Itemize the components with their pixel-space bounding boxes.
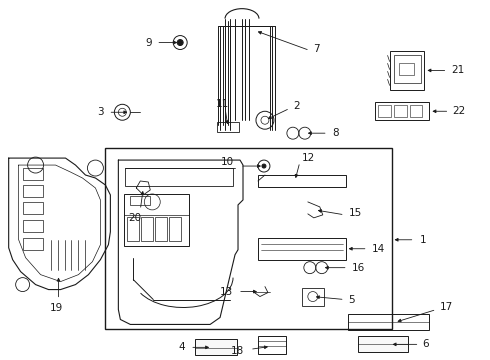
- Bar: [23, 185, 43, 197]
- Text: 5: 5: [348, 294, 354, 305]
- Bar: [124, 194, 189, 246]
- Bar: [130, 196, 150, 205]
- Bar: [23, 168, 43, 180]
- Bar: [378, 105, 391, 117]
- Text: 21: 21: [451, 66, 465, 76]
- Text: 19: 19: [50, 302, 63, 312]
- Text: 17: 17: [440, 302, 453, 311]
- Bar: [127, 217, 139, 241]
- Text: 10: 10: [221, 157, 234, 167]
- Text: 15: 15: [349, 208, 362, 218]
- Bar: [141, 217, 153, 241]
- Bar: [398, 63, 414, 75]
- Text: 1: 1: [419, 235, 426, 245]
- Text: 18: 18: [231, 346, 244, 356]
- Bar: [410, 105, 422, 117]
- Text: 4: 4: [178, 342, 185, 352]
- Text: 2: 2: [293, 101, 299, 111]
- Text: 12: 12: [302, 153, 315, 163]
- Bar: [258, 336, 286, 354]
- Bar: [258, 238, 346, 260]
- Bar: [302, 288, 324, 306]
- Circle shape: [262, 164, 266, 168]
- Text: 8: 8: [332, 128, 339, 138]
- Text: 22: 22: [452, 106, 466, 116]
- Bar: [393, 55, 420, 84]
- Bar: [23, 220, 43, 232]
- Circle shape: [177, 40, 183, 45]
- Bar: [258, 175, 346, 187]
- Text: 6: 6: [422, 339, 429, 349]
- Text: 11: 11: [216, 99, 229, 109]
- Bar: [105, 148, 392, 329]
- Bar: [375, 102, 429, 120]
- Text: 3: 3: [97, 107, 103, 117]
- Bar: [155, 217, 167, 241]
- Text: 14: 14: [371, 244, 385, 254]
- Text: 16: 16: [352, 263, 365, 273]
- Text: 20: 20: [129, 213, 142, 223]
- Bar: [393, 105, 407, 117]
- Bar: [125, 168, 233, 186]
- Bar: [23, 202, 43, 214]
- Bar: [169, 217, 181, 241]
- Bar: [195, 339, 237, 355]
- Text: 9: 9: [146, 37, 152, 48]
- Bar: [23, 238, 43, 250]
- Bar: [390, 50, 424, 90]
- Bar: [217, 122, 239, 132]
- Text: 13: 13: [220, 287, 233, 297]
- Text: 7: 7: [313, 44, 319, 54]
- Bar: [358, 336, 408, 352]
- Bar: [348, 315, 429, 330]
